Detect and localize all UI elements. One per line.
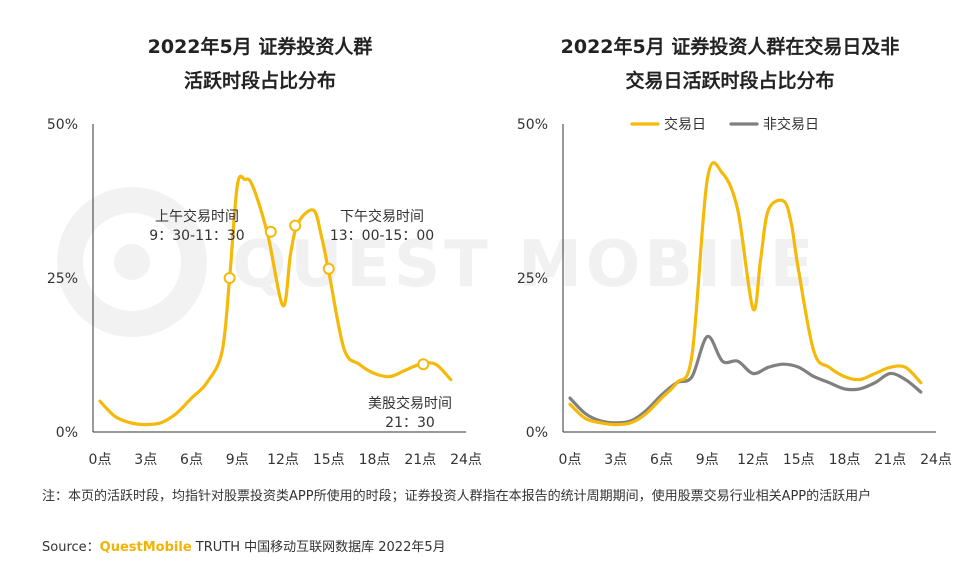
- left-annotation-text: 美股交易时间: [368, 395, 452, 412]
- right-legend-label: 非交易日: [763, 116, 819, 133]
- right-x-tick-label: 0点: [559, 452, 582, 468]
- right-x-tick-label: 24点: [920, 452, 952, 468]
- left-point-marker: [289, 219, 302, 232]
- right-x-tick-label: 21点: [874, 452, 906, 468]
- right-series-line-0: [568, 161, 923, 427]
- left-y-tick-label: 0%: [56, 425, 78, 441]
- right-legend-label: 交易日: [664, 116, 706, 133]
- left-annotation-text: 上午交易时间: [155, 208, 239, 225]
- right-x-tick-label: 15点: [783, 452, 815, 468]
- left-annotation-text: 13：00-15：00: [330, 228, 434, 244]
- left-point-marker: [417, 358, 430, 371]
- left-point-marker: [322, 262, 335, 275]
- left-x-tick-label: 12点: [267, 452, 299, 468]
- source-text: TRUTH 中国移动互联网数据库 2022年5月: [195, 540, 446, 555]
- footnote: 注：本页的活跃时段，均指针对股票投资类APP所使用的时段；证券投资人群指在本报告…: [42, 489, 872, 504]
- left-y-tick-label: 50%: [47, 117, 78, 133]
- right-x-tick-label: 3点: [604, 452, 627, 468]
- left-y-tick-label: 25%: [47, 271, 78, 287]
- watermark-logo-icon: [57, 187, 207, 337]
- source-brand: QuestMobile: [99, 540, 192, 555]
- left-x-tick-label: 15点: [313, 452, 345, 468]
- left-point-marker: [223, 272, 236, 284]
- right-series-line-1: [568, 334, 923, 425]
- right-y-tick-label: 50%: [517, 117, 548, 133]
- right-y-tick-label: 0%: [526, 425, 548, 441]
- right-chart-title-line-1: 2022年5月 证券投资人群在交易日及非: [560, 36, 900, 58]
- left-annotation-text: 21：30: [385, 415, 435, 431]
- left-annotation-text: 9：30-11：30: [149, 228, 244, 244]
- left-x-tick-label: 21点: [404, 452, 436, 468]
- right-x-tick-label: 18点: [829, 452, 861, 468]
- right-chart-title-line-2: 交易日活跃时段占比分布: [625, 70, 835, 92]
- watermark-text: QUEST MOBILE: [232, 228, 817, 302]
- right-chart-title: 2022年5月 证券投资人群在交易日及非 交易日活跃时段占比分布: [500, 30, 960, 98]
- left-x-tick-label: 9点: [226, 452, 249, 468]
- left-point-marker: [264, 225, 277, 238]
- left-x-tick-label: 18点: [359, 452, 391, 468]
- right-chart: 50% 25% 0% 0点 3点 6点 9点 12点 15点 18点 21点 24点 交易日 非交易日: [517, 116, 952, 468]
- left-x-tick-label: 24点: [450, 452, 482, 468]
- left-chart-title-line-2: 活跃时段占比分布: [183, 70, 336, 92]
- left-x-tick-label: 6点: [180, 452, 203, 468]
- left-x-tick-label: 0点: [89, 452, 112, 468]
- left-annotation-text: 下午交易时间: [340, 208, 424, 225]
- source-label: Source：: [42, 540, 100, 555]
- left-chart-title: 2022年5月 证券投资人群 活跃时段占比分布: [60, 30, 460, 98]
- right-x-tick-label: 12点: [737, 452, 769, 468]
- right-x-tick-label: 6点: [650, 452, 673, 468]
- left-chart-title-line-1: 2022年5月 证券投资人群: [147, 36, 373, 58]
- right-x-tick-label: 9点: [696, 452, 719, 468]
- left-chart: 50% 25% 0% 0点 3点 6点 9点 12点 15点 18点 21点 24点 上午交易时间 9：3…: [47, 117, 482, 468]
- left-series-line-0: [98, 174, 453, 427]
- right-y-tick-label: 25%: [517, 271, 548, 287]
- source-line: Source：QuestMobile TRUTH 中国移动互联网数据库 2022…: [42, 536, 446, 555]
- left-x-tick-label: 3点: [134, 452, 157, 468]
